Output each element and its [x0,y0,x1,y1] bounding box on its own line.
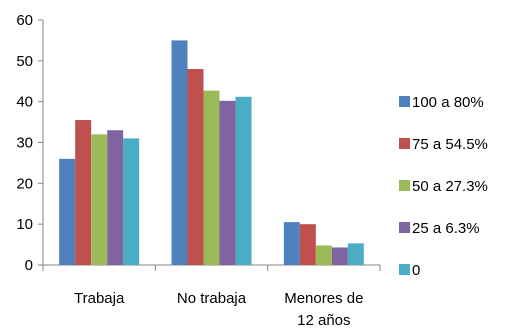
bar [347,243,364,265]
bar [299,224,316,265]
y-tick-label: 40 [16,94,33,111]
legend-label: 50 a 27.3% [412,178,488,195]
legend: 100 a 80% 75 a 54.5% 50 a 27.3% 25 a 6.3% 0 [399,94,488,279]
bar [203,90,220,266]
bars [59,40,364,266]
y-tick-label: 10 [16,216,33,233]
legend-swatch [399,180,410,191]
x-category-label: Trabaja [74,290,125,307]
legend-swatch [399,222,410,233]
x-axis: Trabaja No trabaja Menores de 12 años [42,264,381,329]
x-category-label: No trabaja [177,290,247,307]
bar [123,138,140,265]
bar [107,130,124,265]
y-tick-label: 0 [25,257,33,274]
legend-label: 0 [412,262,420,279]
y-axis: 0 10 20 30 40 50 60 [16,12,44,274]
legend-label: 100 a 80% [412,94,484,111]
legend-label: 75 a 54.5% [412,136,488,153]
y-tick-label: 50 [16,53,33,70]
y-tick-label: 60 [16,12,33,29]
legend-label: 25 a 6.3% [412,220,480,237]
bar [235,96,252,266]
bar [219,100,236,265]
bar [59,158,76,265]
bar [315,245,332,265]
legend-swatch [399,96,410,107]
bar [283,222,300,265]
y-tick-label: 20 [16,175,33,192]
y-tick-label: 30 [16,135,33,152]
x-category-label: Menores de [284,290,363,307]
bar [75,120,92,266]
legend-swatch [399,138,410,149]
x-category-label: 12 años [297,312,350,329]
bar [91,134,108,265]
bar [187,69,204,265]
bar [171,40,188,265]
bar [331,247,348,265]
legend-swatch [399,264,410,275]
